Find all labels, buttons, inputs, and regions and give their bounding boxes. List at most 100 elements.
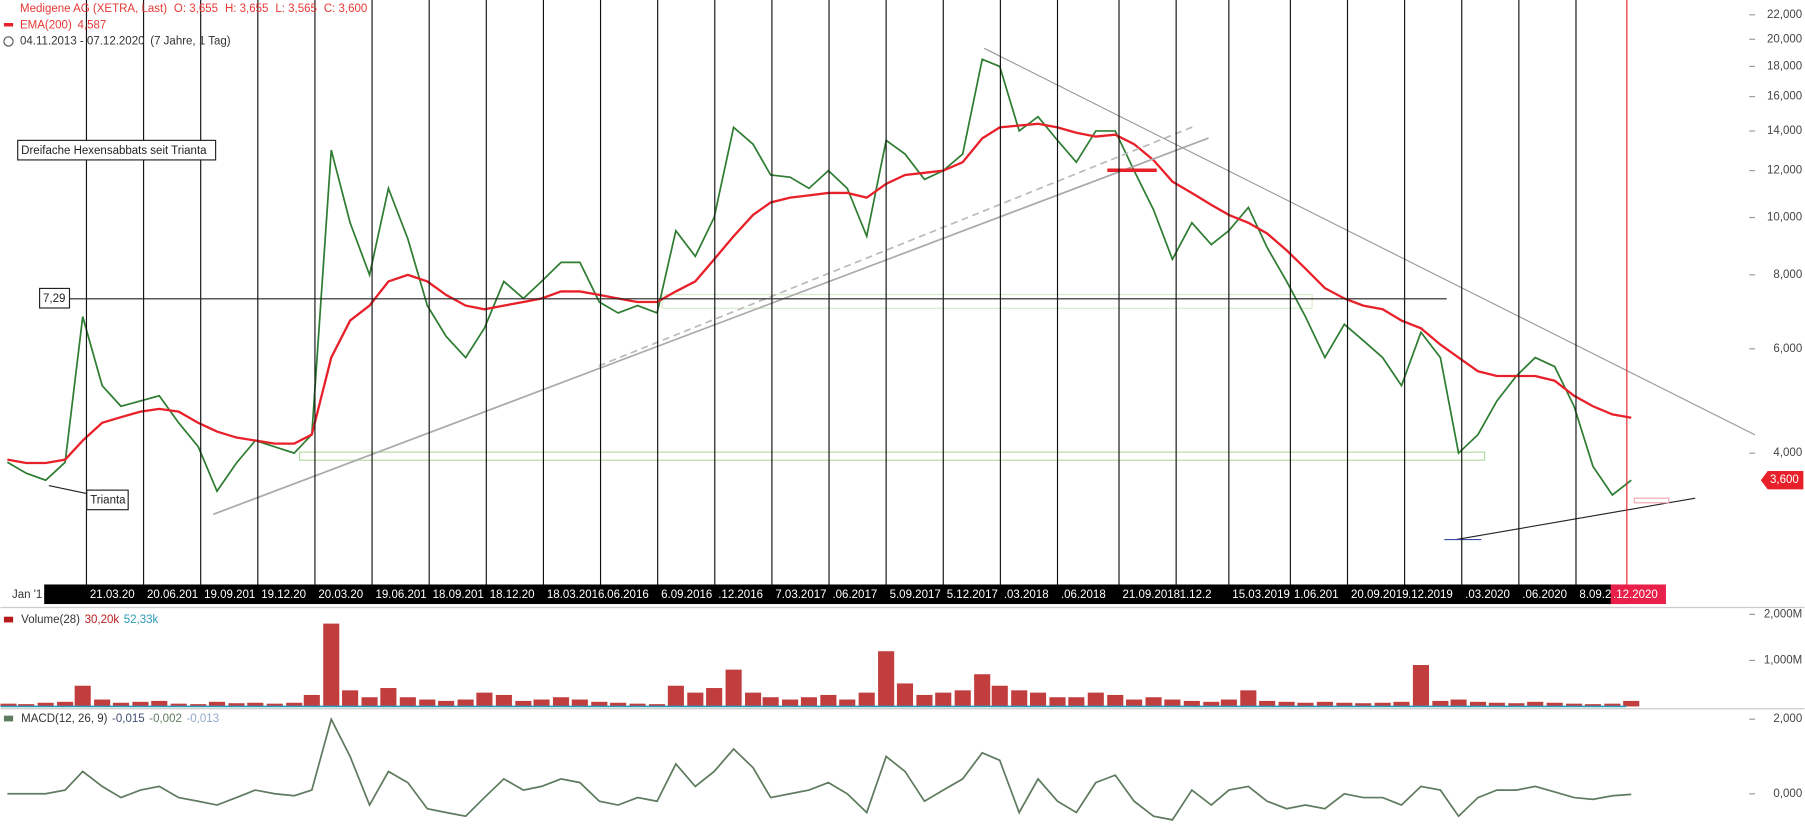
x-tick-label: 6.09.2016 (661, 589, 712, 601)
volume-bar (762, 697, 779, 707)
support-zone (661, 293, 1313, 309)
volume-bar (858, 692, 875, 707)
volume-bar (610, 702, 627, 707)
volume-bar (1527, 701, 1544, 707)
y-tick-label: 2,000M (1764, 608, 1802, 620)
x-tick-label: .12.2016 (718, 589, 763, 601)
volume-bar (1412, 665, 1429, 707)
volume-bar (974, 674, 991, 707)
ohlc-label: O: 3,655 (174, 3, 218, 15)
ohlc-label: C: 3,600 (324, 3, 367, 15)
volume-bar (515, 700, 532, 707)
y-tick-label: 12,000 (1767, 165, 1802, 177)
volume-bar (745, 692, 762, 707)
x-tick-label: 18.09.201 (433, 589, 484, 601)
volume-bar (1297, 702, 1314, 707)
volume-bar (706, 688, 723, 707)
x-tick-label: 20.06.201 (147, 589, 198, 601)
series-line (7, 716, 1632, 821)
y-tick-label: 4,000 (1773, 447, 1802, 459)
legend-text: -0,002 (149, 713, 182, 725)
volume-bar (667, 685, 684, 707)
legend-icon (3, 715, 14, 722)
y-tick-label: 18,000 (1767, 60, 1802, 72)
volume-bar (151, 700, 168, 707)
x-start-label: Jan '1 (12, 589, 42, 601)
series-line (6, 58, 1632, 497)
x-tick-label: 20.09.2019 (1351, 589, 1409, 601)
x-tick-label: 5.09.2017 (890, 589, 941, 601)
volume-bar (228, 703, 245, 707)
volume-bar (1278, 701, 1295, 707)
x-tick-label: 1.06.201 (1294, 589, 1339, 601)
annotation-leader (48, 484, 87, 495)
volume-bar (954, 690, 971, 707)
legend-text: 30,20k (85, 614, 120, 626)
volume-bar (1450, 699, 1467, 707)
volume-bar (380, 688, 397, 707)
volume-bar (571, 699, 588, 707)
last-price-box (1760, 471, 1804, 490)
x-tick-label: .06.2018 (1061, 589, 1106, 601)
volume-bar (361, 697, 378, 707)
range: 04.11.2013 - 07.12.2020 (7 Jahre, 1 Tag) (20, 35, 231, 47)
clock-icon (3, 36, 14, 47)
series-line (7, 122, 1632, 465)
annotation: 7,29 (43, 293, 65, 305)
header-title: Medigene AG (XETRA, Last) O: 3,655 H: 3,65… (20, 3, 367, 15)
x-tick-label: 7.03.2017 (775, 589, 826, 601)
trend-line (213, 137, 1209, 516)
volume-bar (1488, 702, 1505, 707)
y-tick-label: 22,000 (1767, 9, 1802, 21)
volume-bar (74, 685, 91, 707)
legend-text: EMA(200) (20, 19, 72, 31)
y-tick-label: 6,000 (1773, 343, 1802, 355)
volume-bar (820, 694, 837, 707)
x-tick-label: 5.12.2017 (947, 589, 998, 601)
x-tick-label: .06.2016 (604, 589, 649, 601)
y-tick-label: 1,000M (1764, 654, 1802, 666)
x-tick-label: 15.03.2019 (1232, 589, 1290, 601)
x-tick-label: 18.12.20 (490, 589, 535, 601)
x-tick-label: .12.2019 (1408, 589, 1453, 601)
x-tick-label: .03.2020 (1465, 589, 1510, 601)
volume-bar (1566, 703, 1583, 707)
ohlc-label: H: 3,655 (225, 3, 268, 15)
volume-bar (1584, 704, 1601, 707)
volume-bar (991, 685, 1008, 707)
legend: EMA(200) 4,587 (20, 19, 106, 31)
volume-bar (1029, 692, 1047, 707)
current-date-box (1610, 584, 1666, 605)
volume-bar (725, 669, 742, 707)
y-tick-label: 8,000 (1773, 269, 1802, 281)
volume-bar (1604, 703, 1621, 707)
ohlc-label: L: 3,565 (275, 3, 317, 15)
y-tick-label: 10,000 (1767, 212, 1802, 224)
volume-bar (170, 703, 187, 707)
header-name: Medigene AG (XETRA, Last) (20, 3, 167, 15)
volume-bar (1316, 701, 1333, 707)
legend: Volume(28) 30,20k 52,33k (21, 614, 158, 626)
volume-bar (208, 701, 226, 707)
volume-bar (1183, 700, 1200, 707)
volume-bar (935, 692, 952, 707)
volume-bar (399, 697, 416, 707)
volume-bar (878, 651, 895, 707)
volume-bar (1203, 701, 1220, 707)
current-date-label: .12.2020 (1613, 589, 1658, 601)
x-tick-label: 19.06.201 (376, 589, 427, 601)
volume-bar (552, 697, 570, 707)
y-tick-label: 0,000 (1773, 788, 1802, 800)
volume-bar (629, 703, 646, 707)
x-tick-label: 20.03.20 (318, 589, 363, 601)
volume-bar (648, 704, 666, 707)
volume-bar (896, 683, 914, 707)
y-tick-label: 2,000 (1773, 713, 1802, 725)
x-tick-label: 21.09.2018 (1122, 589, 1180, 601)
marker (1633, 497, 1670, 504)
x-tick-label: 1.12.2 (1180, 589, 1212, 601)
volume-bar (1068, 697, 1085, 707)
volume-bar (18, 704, 35, 707)
